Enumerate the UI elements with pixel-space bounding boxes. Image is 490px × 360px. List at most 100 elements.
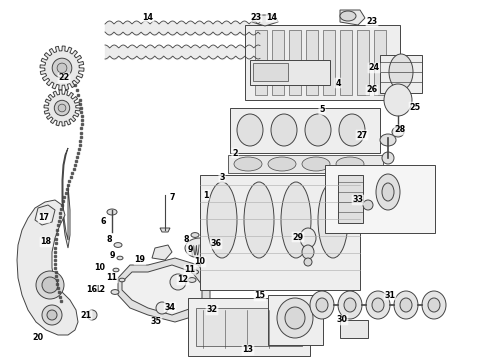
Ellipse shape — [114, 243, 122, 247]
Bar — [357, 30, 369, 95]
Bar — [245, 25, 400, 100]
Polygon shape — [160, 228, 170, 232]
Ellipse shape — [87, 310, 97, 320]
Polygon shape — [40, 46, 84, 90]
Bar — [255, 30, 267, 95]
Ellipse shape — [305, 114, 331, 146]
Ellipse shape — [384, 84, 412, 116]
Text: 21: 21 — [80, 310, 92, 320]
Ellipse shape — [170, 274, 186, 290]
Ellipse shape — [234, 157, 262, 171]
Text: 5: 5 — [319, 105, 325, 114]
Text: 18: 18 — [41, 238, 51, 247]
Text: 27: 27 — [356, 130, 368, 139]
Text: 10: 10 — [95, 264, 105, 273]
Ellipse shape — [42, 305, 62, 325]
Text: 15: 15 — [254, 292, 266, 301]
Bar — [253, 63, 288, 81]
Ellipse shape — [336, 157, 364, 171]
Text: 12: 12 — [177, 275, 189, 284]
Ellipse shape — [119, 278, 125, 282]
Polygon shape — [118, 258, 210, 322]
Ellipse shape — [400, 298, 412, 312]
Ellipse shape — [185, 238, 215, 258]
Ellipse shape — [316, 298, 328, 312]
Bar — [250, 60, 330, 85]
Text: 12: 12 — [95, 285, 105, 294]
Ellipse shape — [382, 152, 394, 164]
Text: 34: 34 — [165, 302, 175, 311]
Ellipse shape — [277, 298, 313, 338]
Bar — [306, 30, 318, 95]
Ellipse shape — [36, 271, 64, 299]
Polygon shape — [340, 10, 365, 25]
Text: 19: 19 — [134, 256, 146, 265]
Text: 9: 9 — [187, 246, 193, 255]
Ellipse shape — [271, 114, 297, 146]
Text: 36: 36 — [211, 239, 221, 248]
Polygon shape — [252, 15, 278, 26]
Text: 16: 16 — [87, 285, 98, 294]
Ellipse shape — [304, 258, 312, 266]
Ellipse shape — [376, 174, 400, 210]
Text: 6: 6 — [100, 217, 106, 226]
Text: 30: 30 — [337, 315, 347, 324]
Text: 7: 7 — [169, 194, 175, 202]
Text: 26: 26 — [367, 85, 378, 94]
Bar — [380, 55, 422, 93]
Ellipse shape — [389, 54, 413, 90]
Bar — [340, 30, 352, 95]
Ellipse shape — [244, 182, 274, 258]
Ellipse shape — [113, 268, 119, 272]
Ellipse shape — [394, 291, 418, 319]
Bar — [188, 298, 310, 356]
Text: 11: 11 — [106, 274, 118, 283]
Text: 23: 23 — [250, 13, 262, 22]
Text: 8: 8 — [183, 235, 189, 244]
Text: 10: 10 — [195, 257, 205, 266]
Ellipse shape — [285, 307, 305, 329]
Text: 8: 8 — [106, 235, 112, 244]
Text: 29: 29 — [293, 233, 304, 242]
Ellipse shape — [340, 11, 356, 21]
Ellipse shape — [47, 310, 57, 320]
Bar — [325, 165, 435, 233]
Ellipse shape — [111, 289, 119, 294]
Bar — [323, 30, 335, 95]
Ellipse shape — [372, 298, 384, 312]
Polygon shape — [35, 205, 55, 225]
Bar — [289, 30, 301, 95]
Text: 14: 14 — [143, 13, 153, 22]
Ellipse shape — [191, 233, 199, 237]
Text: 35: 35 — [150, 318, 162, 327]
Bar — [268, 295, 323, 345]
Text: 20: 20 — [32, 333, 44, 342]
Ellipse shape — [302, 245, 314, 259]
Text: 13: 13 — [243, 346, 253, 355]
Text: 23: 23 — [367, 18, 378, 27]
Ellipse shape — [428, 298, 440, 312]
Text: 31: 31 — [385, 291, 395, 300]
Ellipse shape — [392, 127, 404, 137]
Ellipse shape — [207, 182, 237, 258]
Ellipse shape — [42, 277, 58, 293]
Ellipse shape — [52, 58, 72, 78]
Text: 4: 4 — [335, 78, 341, 87]
Ellipse shape — [422, 291, 446, 319]
Ellipse shape — [58, 104, 66, 112]
Bar — [340, 320, 368, 338]
Text: 11: 11 — [185, 266, 196, 274]
Polygon shape — [122, 265, 202, 315]
Bar — [228, 155, 383, 173]
Polygon shape — [62, 148, 70, 248]
Ellipse shape — [281, 182, 311, 258]
Text: 24: 24 — [368, 63, 380, 72]
Ellipse shape — [382, 183, 394, 201]
Text: 33: 33 — [352, 195, 364, 204]
Polygon shape — [152, 245, 172, 260]
Polygon shape — [44, 90, 80, 126]
Text: 9: 9 — [109, 252, 115, 261]
Ellipse shape — [302, 157, 330, 171]
Text: 17: 17 — [39, 213, 49, 222]
Bar — [230, 108, 380, 153]
